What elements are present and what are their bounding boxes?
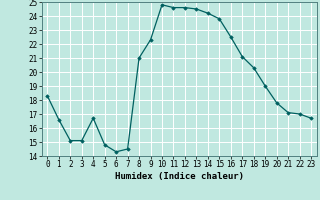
X-axis label: Humidex (Indice chaleur): Humidex (Indice chaleur) xyxy=(115,172,244,181)
